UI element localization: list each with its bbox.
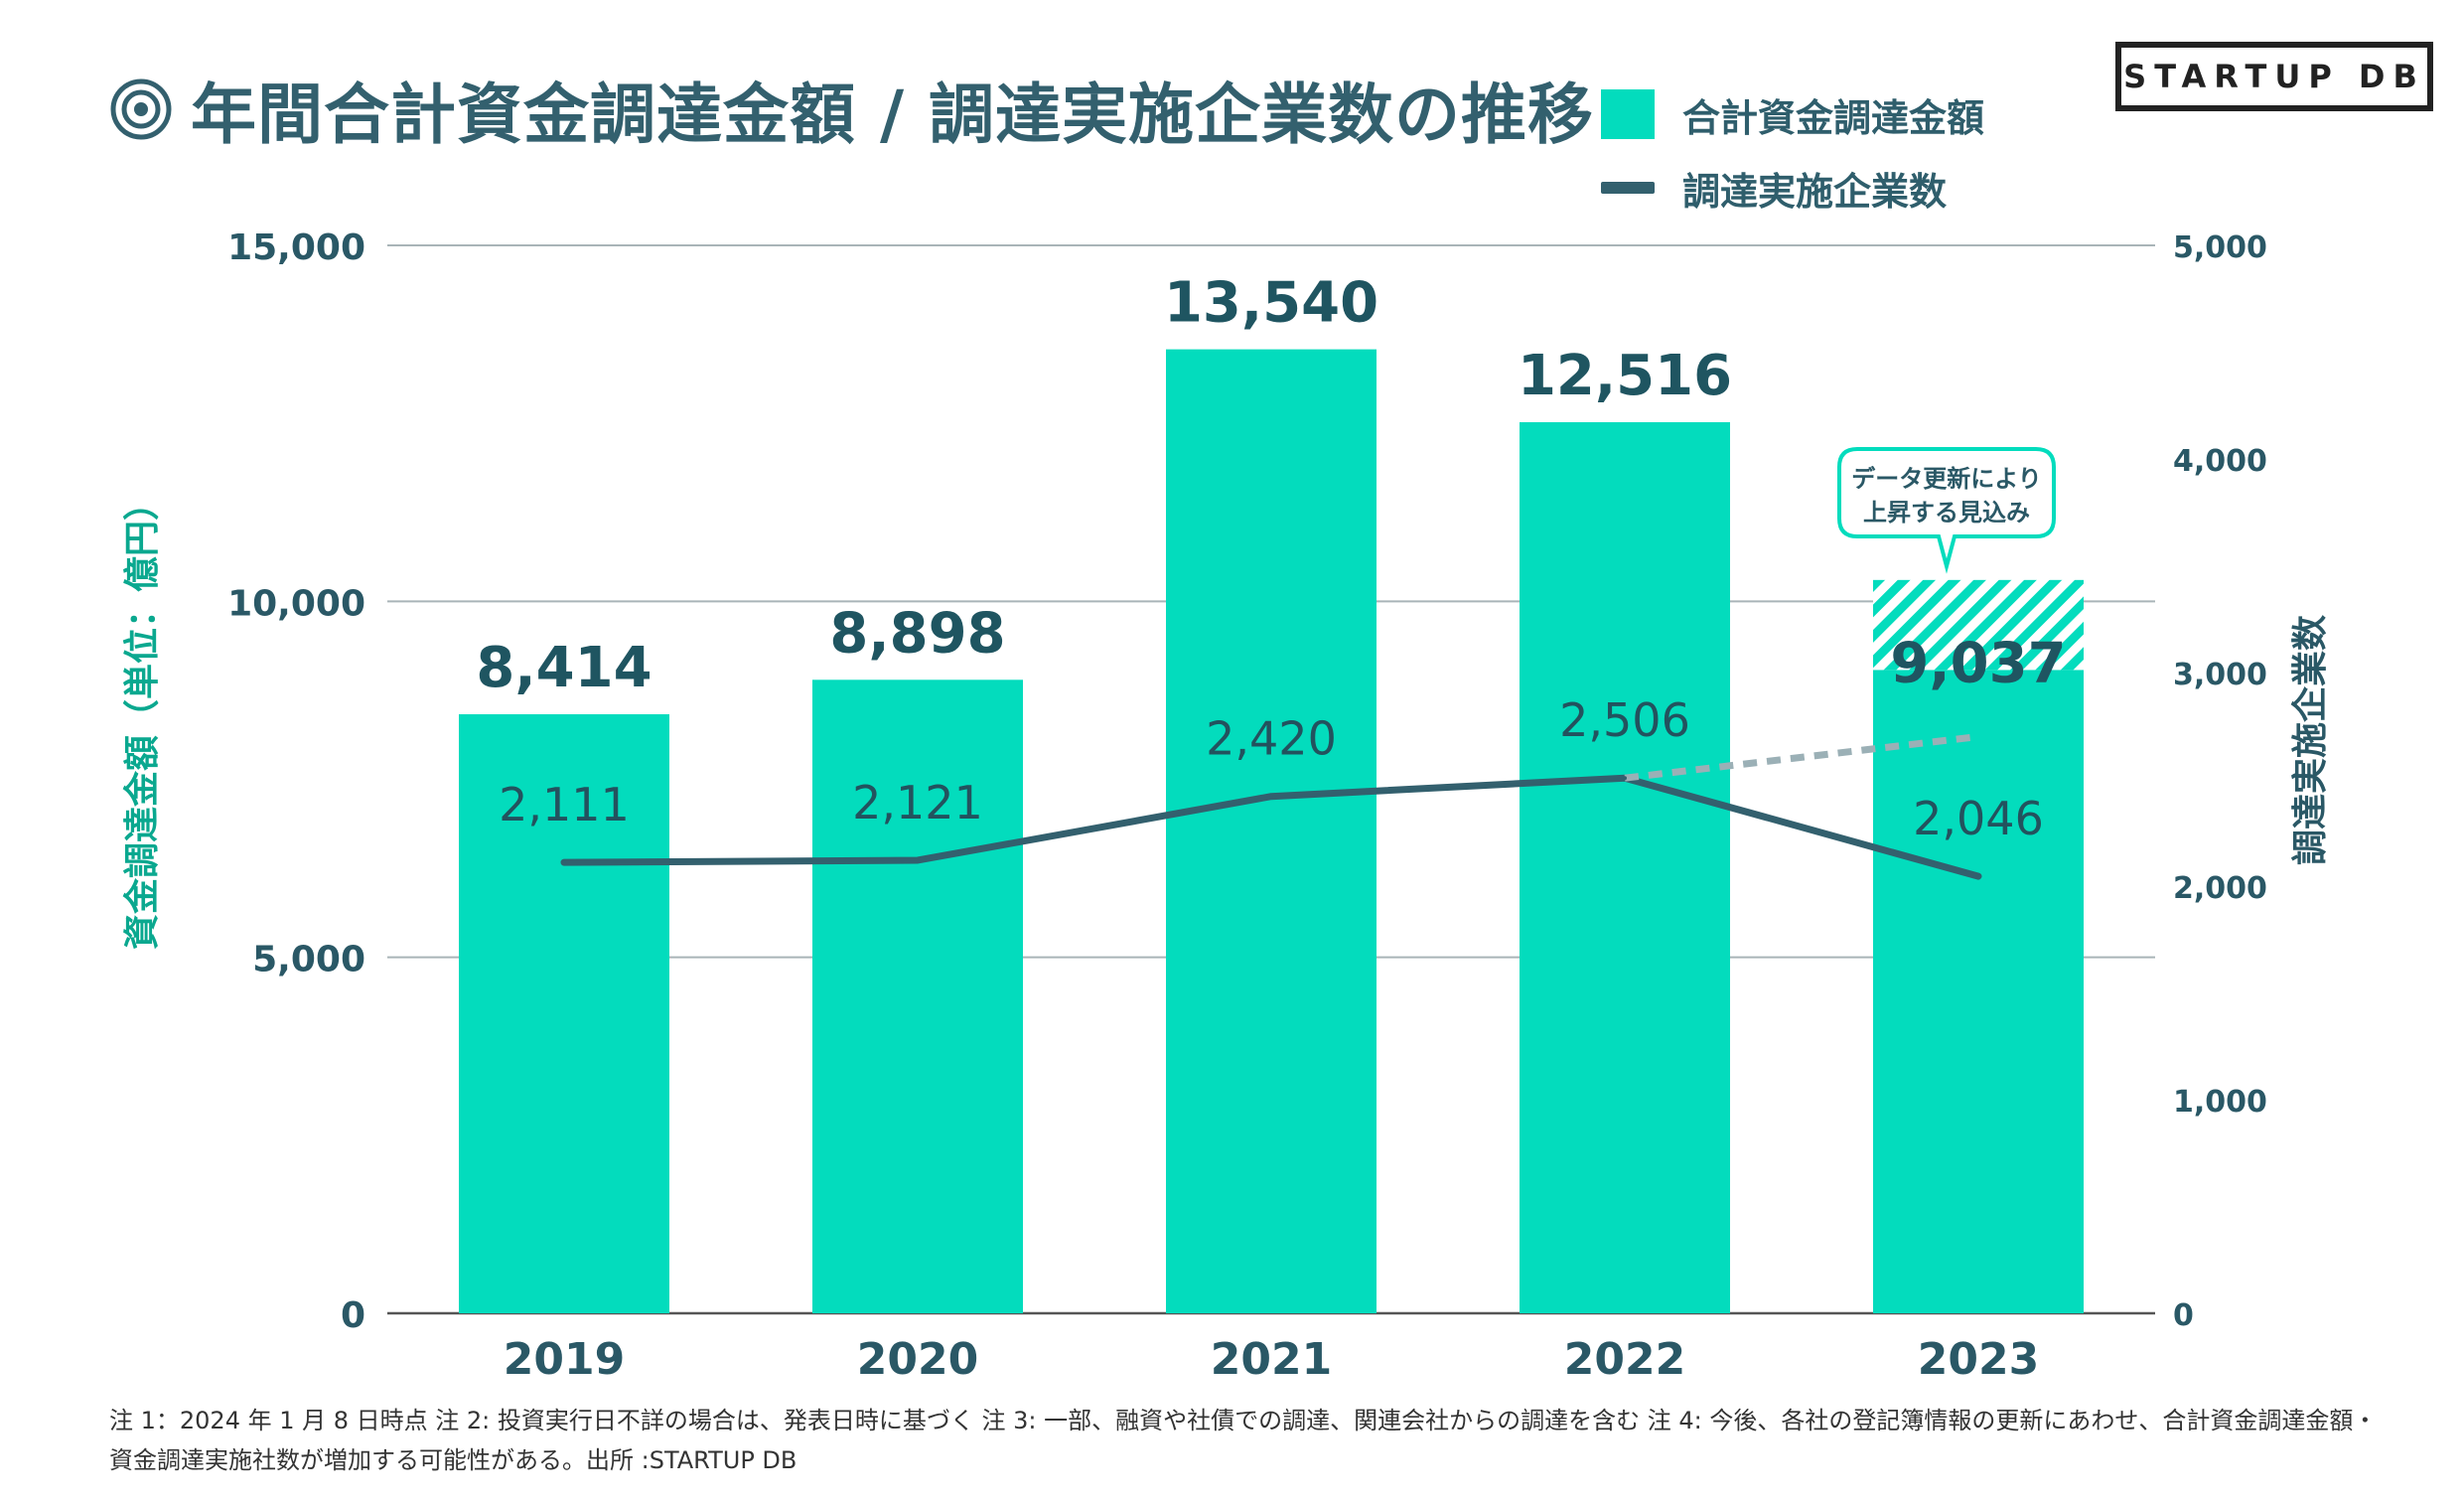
legend-bar-label: 合計資金調達金額 (1682, 95, 1985, 140)
y-axis-title: 資金調達金額（単位：億円） (121, 485, 163, 950)
line-point-2019 (562, 860, 566, 865)
x-tick-label: 2022 (1564, 1334, 1685, 1385)
x-tick-label: 2021 (1211, 1334, 1332, 1385)
line-value-label: 2,121 (852, 776, 983, 829)
y-tick-label: 0 (341, 1295, 365, 1336)
bar-value-label: 8,414 (476, 636, 652, 700)
bar-value-label: 8,898 (829, 601, 1005, 666)
line-point-2023 (1976, 874, 1980, 879)
annotation-bubble (1837, 447, 2056, 574)
x-tick-label: 2020 (857, 1334, 978, 1385)
line-point-2020 (916, 857, 920, 862)
y2-tick-label: 4,000 (2173, 444, 2267, 479)
y2-axis-title: 調達実施企業数 (2289, 615, 2331, 865)
title-area: 年間合計資金調達金額 / 調達実施企業数の推移 (109, 62, 1594, 157)
bar-value-label: 9,037 (1890, 631, 2066, 695)
y2-tick-label: 3,000 (2173, 658, 2267, 692)
brand-logo-text: STARTUP DB (2123, 58, 2425, 95)
y2-tick-label: 5,000 (2173, 230, 2267, 265)
line-point-2021 (1269, 794, 1273, 799)
bar-2022 (1520, 422, 1730, 1313)
chart: 8,414 8,898 13,540 12,516 9,037 2,111 2,121 2,4… (121, 227, 2331, 1385)
bar-2020 (812, 679, 1023, 1313)
bar-value-label: 12,516 (1518, 344, 1732, 408)
y2-tick-label: 0 (2173, 1298, 2194, 1333)
annotation-text-line2: 上昇する見込み (1863, 499, 2030, 527)
line-value-label: 2,506 (1559, 693, 1690, 747)
line-value-label: 2,046 (1913, 792, 2044, 845)
line-point-2022 (1623, 776, 1627, 781)
line-value-label: 2,420 (1206, 712, 1337, 766)
y-tick-label: 5,000 (252, 940, 365, 980)
x-tick-label: 2019 (504, 1334, 625, 1385)
y2-tick-label: 2,000 (2173, 871, 2267, 906)
legend: 合計資金調達金額 調達実施企業数 (1601, 77, 1984, 225)
x-tick-label: 2023 (1918, 1334, 2039, 1385)
legend-line: 調達実施企業数 (1601, 151, 1984, 225)
bar-2021 (1166, 349, 1377, 1314)
brand-logo: STARTUP DB (2115, 42, 2433, 111)
legend-line-label: 調達実施企業数 (1682, 169, 1948, 214)
legend-line-swatch (1601, 182, 1655, 194)
line-projected (1624, 733, 1979, 782)
bar-2019 (459, 713, 669, 1313)
bar-value-label: 13,540 (1164, 271, 1378, 336)
legend-bar-swatch (1601, 89, 1655, 139)
legend-bars: 合計資金調達金額 (1601, 77, 1984, 151)
bar-projected-2023 (1873, 579, 2084, 671)
page-title: 年間合計資金調達金額 / 調達実施企業数の推移 (191, 76, 1595, 153)
footnote: 注 1：2024 年 1 月 8 日時点 注 2: 投資実行日不詳の場合は、発表… (109, 1407, 2378, 1474)
y2-tick-label: 1,000 (2173, 1085, 2267, 1120)
line-value-label: 2,111 (499, 778, 630, 831)
annotation-text-line1: データ更新により (1851, 465, 2042, 493)
bar-2023 (1873, 670, 2084, 1313)
y-tick-label: 15,000 (227, 227, 365, 268)
y-tick-label: 10,000 (227, 583, 365, 624)
target-icon (110, 78, 172, 140)
